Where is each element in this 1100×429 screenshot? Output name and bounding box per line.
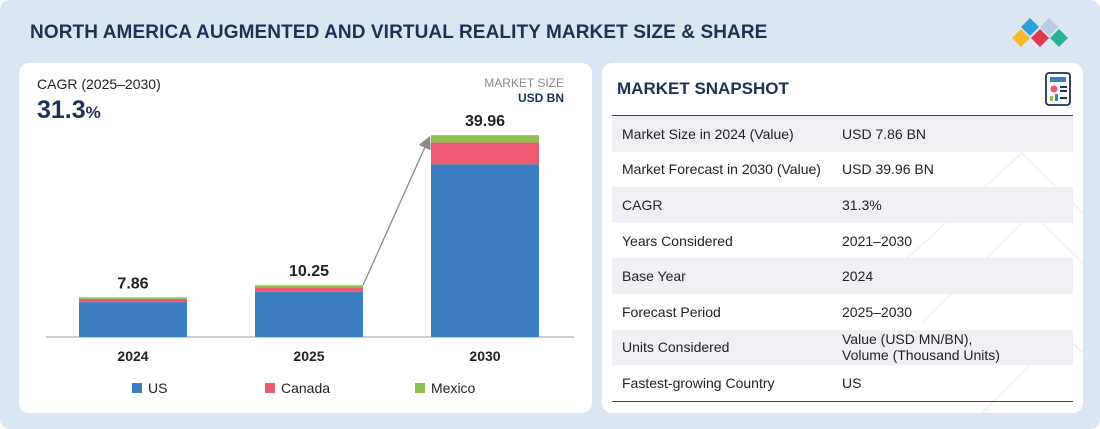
legend-item-canada: Canada: [265, 380, 330, 396]
snapshot-row-key: Market Size in 2024 (Value): [622, 125, 794, 142]
snapshot-panel: MARKET SNAPSHOT Market Size in 2024 (Val…: [602, 63, 1083, 413]
snapshot-row-value: US: [842, 374, 862, 391]
snapshot-table: Market Size in 2024 (Value) USD 7.86 BN Ma…: [612, 115, 1073, 402]
bar-us-2030: [431, 164, 539, 337]
diamond-logo-icon: [1012, 18, 1068, 47]
snapshot-row-key: Years Considered: [622, 232, 733, 249]
logo-diamond-1: [1021, 18, 1039, 36]
x-tick-label-2024: 2024: [117, 348, 148, 364]
snapshot-row: Market Size in 2024 (Value) USD 7.86 BN: [612, 116, 1073, 152]
growth-arrow: [362, 135, 431, 286]
bar-mexico-2030: [431, 135, 539, 143]
cagr-number: 31.3: [37, 96, 86, 124]
legend-item-us: US: [132, 380, 167, 396]
legend-label-us: US: [148, 380, 168, 396]
bar-us-2025: [255, 291, 363, 337]
legend-swatch-mexico: [415, 383, 425, 393]
legend-item-mexico: Mexico: [415, 380, 475, 396]
x-tick-label-2025: 2025: [293, 348, 324, 364]
snapshot-row-key: CAGR: [622, 196, 663, 213]
cagr-label: CAGR (2025–2030): [37, 76, 161, 92]
snapshot-title: MARKET SNAPSHOT: [617, 79, 789, 98]
cagr-unit: %: [85, 103, 101, 122]
logo-diamond-5: [1040, 18, 1058, 36]
logo-diamond-4: [1050, 29, 1068, 47]
snapshot-row-value: USD 39.96 BN: [842, 161, 934, 178]
snapshot-row-key: Forecast Period: [622, 303, 721, 320]
legend-swatch-us: [132, 383, 142, 393]
page-title: NORTH AMERICA AUGMENTED AND VIRTUAL REAL…: [30, 22, 768, 43]
unit-label-line2: USD BN: [517, 91, 564, 105]
legend-label-mexico: Mexico: [431, 380, 476, 396]
snapshot-row-value: USD 7.86 BN: [842, 125, 927, 142]
snapshot-row-value: Value (USD MN/BN), Volume (Thousand Units…: [842, 331, 1000, 364]
snapshot-row: CAGR 31.3%: [612, 187, 1073, 223]
snapshot-row: Base Year 2024: [612, 258, 1073, 294]
x-tick-label-2030: 2030: [469, 348, 500, 364]
bar-canada-2025: [255, 287, 363, 292]
total-label-2025: 10.25: [289, 263, 329, 280]
snapshot-row: Years Considered 2021–2030: [612, 223, 1073, 259]
report-icon: [1045, 72, 1071, 106]
bar-canada-2024: [79, 298, 187, 303]
snapshot-row-key: Base Year: [622, 268, 686, 285]
snapshot-row-value: 2024: [842, 268, 874, 285]
market-size-chart: 7.86 2024 10.25 2025 39.96 2030: [46, 113, 574, 364]
logo-diamond-3: [1031, 29, 1049, 47]
bar-us-2024: [79, 302, 187, 337]
legend-label-canada: Canada: [281, 380, 331, 396]
snapshot-row: Forecast Period 2025–2030: [612, 294, 1073, 330]
snapshot-row-value: 31.3%: [842, 196, 882, 213]
chart-panel: CAGR (2025–2030) 31.3% MARKET SIZE USD B…: [19, 63, 592, 413]
snapshot-row: Units Considered Value (USD MN/BN), Volume…: [612, 329, 1073, 366]
snapshot-row-key: Market Forecast in 2030 (Value): [622, 161, 821, 178]
bar-mexico-2024: [79, 297, 187, 299]
snapshot-row-value: 2025–2030: [842, 303, 913, 320]
snapshot-row: Fastest-growing Country US: [612, 365, 1073, 401]
snapshot-row-value: 2021–2030: [842, 232, 913, 249]
legend-swatch-canada: [265, 383, 275, 393]
snapshot-row-key: Units Considered: [622, 339, 730, 356]
snapshot-row: Market Forecast in 2030 (Value) USD 39.96…: [612, 152, 1073, 188]
total-label-2030: 39.96: [465, 113, 505, 130]
logo-diamond-2: [1012, 29, 1030, 47]
bar-mexico-2025: [255, 285, 363, 288]
snapshot-row-key: Fastest-growing Country: [622, 374, 775, 391]
cagr-value: 31.3%: [37, 96, 101, 125]
bar-canada-2030: [431, 142, 539, 165]
total-label-2024: 7.86: [117, 275, 148, 292]
unit-label-line1: MARKET SIZE: [484, 76, 564, 90]
